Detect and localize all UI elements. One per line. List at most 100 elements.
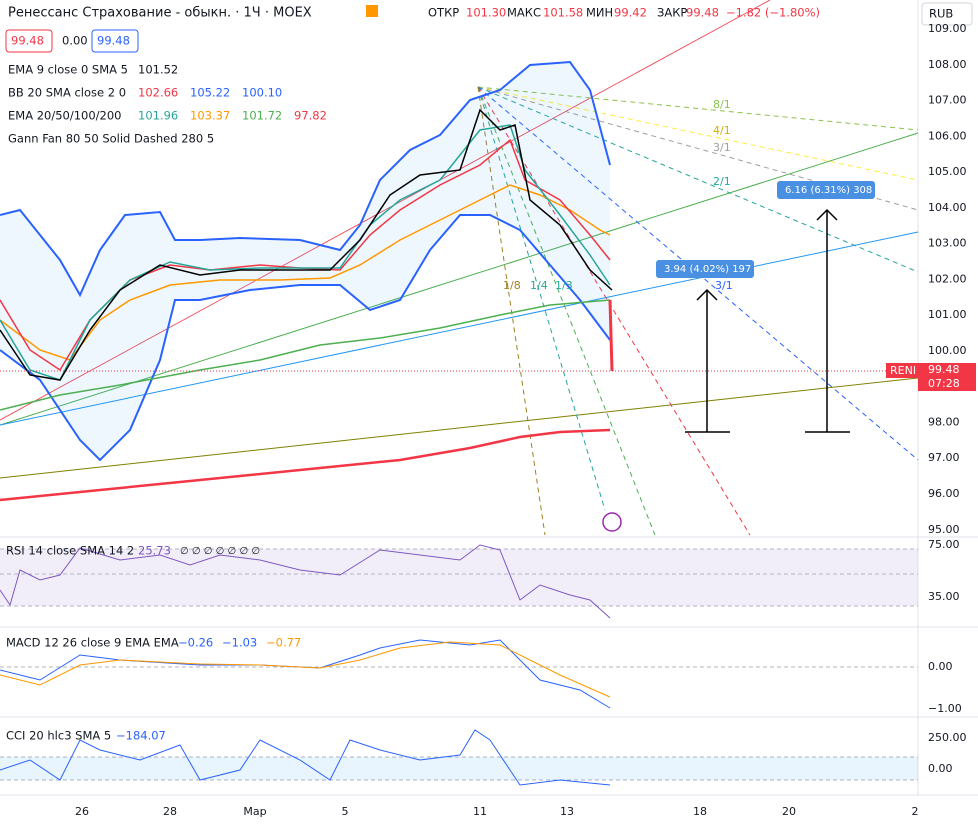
ohlc-value: 101.58: [543, 6, 583, 20]
fan-line: [477, 86, 546, 536]
indicator-name: Gann Fan 80 50 Solid Dashed 280 5: [8, 132, 214, 146]
bid: 99.48: [11, 34, 44, 48]
symbol-title: Ренессанс Страхование - обыкн. · 1Ч · MO…: [8, 6, 312, 21]
measure-label: 6.16 (6.31%) 308: [785, 185, 872, 196]
ohlc-value: 101.30: [466, 6, 506, 20]
time-tick: 2: [912, 805, 919, 818]
cci-axis: 250.00: [928, 731, 967, 744]
fan-line: [477, 86, 919, 181]
bid-box[interactable]: [5, 29, 53, 53]
event-icon[interactable]: [602, 512, 622, 532]
ema-9: [0, 108, 613, 381]
rsi-band: [0, 549, 918, 606]
rsi-axis: 35.00: [928, 590, 960, 603]
ohlc-label: ОТКР: [428, 6, 459, 20]
rsi-extra: ∅ ∅ ∅ ∅ ∅ ∅ ∅: [180, 546, 260, 557]
time-tick: 13: [560, 805, 574, 818]
indicator-name: EMA 9 close 0 SMA 5: [8, 63, 128, 77]
rsi-name: RSI 14 close SMA 14 2: [6, 544, 134, 558]
bb-upper: [0, 60, 611, 298]
price-tick: 102.00: [928, 272, 967, 285]
price-tag-symbol: RENI: [890, 364, 916, 377]
price-tick: 97.00: [928, 451, 960, 464]
price-tick: 107.00: [928, 94, 967, 107]
flag[interactable]: [366, 5, 378, 17]
bb-basis: [0, 124, 611, 381]
fan-line: [477, 86, 606, 511]
measure-tools: [685, 208, 850, 433]
price-tick: 103.00: [928, 237, 967, 250]
fan-line: [477, 86, 751, 536]
indicator-value: 100.10: [242, 86, 282, 100]
measure-arrow: [696, 288, 718, 301]
fan-label: 8/1: [713, 98, 731, 111]
rsi-line: [0, 544, 611, 619]
macd-value: −0.26: [178, 636, 213, 650]
time-tick: 26: [75, 805, 89, 818]
ema-50: [0, 184, 611, 361]
bb-fill: [0, 62, 610, 460]
measure-label: 3.94 (4.02%) 197: [664, 264, 751, 275]
trend-line: [0, 377, 919, 479]
price-tick: 96.00: [928, 487, 960, 500]
ohlc-label: МИН: [586, 6, 613, 20]
fan-label: 1/8: [503, 279, 521, 292]
cci-value: −184.07: [116, 729, 166, 743]
rsi-axis: 75.00: [928, 538, 960, 551]
ask-box[interactable]: [91, 29, 139, 53]
fan-label: 4/1: [713, 124, 731, 137]
measure-box: [777, 181, 875, 199]
measure-box: [656, 260, 754, 278]
ema-200: [0, 428, 611, 502]
last-candle: [608, 299, 614, 372]
signal-line: [0, 641, 611, 698]
indicator-value: 97.82: [294, 109, 327, 123]
level-lines: [0, 548, 918, 781]
price-tick: 108.00: [928, 58, 967, 71]
time-tick: 18: [693, 805, 707, 818]
time-tick: 5: [342, 805, 349, 818]
indicator-value: 102.66: [138, 86, 178, 100]
trend-line: [0, 0, 771, 421]
cci-line: [0, 729, 611, 786]
price-tag-bg: [886, 363, 918, 378]
currency-button[interactable]: [921, 2, 973, 26]
spread: 0.00: [62, 34, 88, 48]
price-tag-price: 99.48: [928, 363, 960, 376]
price-tick: 101.00: [928, 308, 967, 321]
cci-band: [0, 757, 918, 780]
macd-line: [0, 639, 611, 709]
price-tick: 98.00: [928, 415, 960, 428]
ohlc-change: −1.82 (−1.80%): [726, 6, 820, 20]
price-drawings: [0, 0, 919, 536]
ohlc-label: МАКС: [507, 6, 541, 20]
ema-100: [0, 299, 611, 411]
trend-line: [0, 231, 919, 426]
price-tick: 106.00: [928, 129, 967, 142]
indicator-value: 101.72: [242, 109, 282, 123]
bb-lower: [0, 214, 611, 462]
macd-name: MACD 12 26 close 9 EMA EMA: [6, 636, 179, 650]
price-tick: 109.00: [928, 22, 967, 35]
fan-label: 2/1: [713, 175, 731, 188]
indicator-value: 101.52: [138, 63, 178, 77]
ask: 99.48: [97, 34, 130, 48]
fan-line: [477, 86, 919, 273]
cci-axis: 0.00: [928, 762, 953, 775]
gann-fan: [477, 86, 919, 536]
ohlc-label: ЗАКР: [657, 6, 687, 20]
fan-label: 1/3: [555, 279, 573, 292]
price-tag-bg: [918, 363, 976, 391]
cci-name: CCI 20 hlc3 SMA 5: [6, 729, 111, 743]
time-tick: 20: [782, 805, 796, 818]
indicator-value: 105.22: [190, 86, 230, 100]
time-tick: 11: [473, 805, 487, 818]
macd-axis: 0.00: [928, 660, 953, 673]
price-tick: 100.00: [928, 344, 967, 357]
ohlc-value: 99.48: [686, 6, 719, 20]
price-tick: 104.00: [928, 201, 967, 214]
rsi-value: 25.73: [138, 544, 171, 558]
ohlc-value: 99.42: [614, 6, 647, 20]
macd-axis: −1.00: [928, 702, 962, 715]
